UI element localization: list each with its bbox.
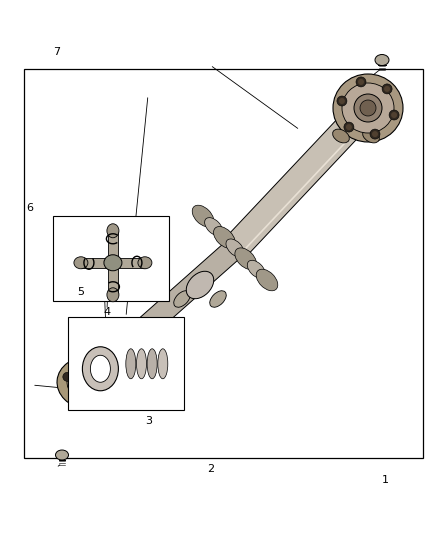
Ellipse shape bbox=[107, 224, 119, 238]
Ellipse shape bbox=[74, 257, 88, 269]
Text: 3: 3 bbox=[145, 416, 152, 426]
Circle shape bbox=[337, 96, 347, 106]
Circle shape bbox=[356, 77, 366, 87]
Polygon shape bbox=[81, 258, 113, 268]
Ellipse shape bbox=[247, 260, 265, 278]
Ellipse shape bbox=[333, 74, 403, 142]
Polygon shape bbox=[225, 118, 358, 257]
Ellipse shape bbox=[126, 349, 136, 379]
Polygon shape bbox=[108, 231, 118, 263]
Circle shape bbox=[344, 122, 354, 132]
Text: 6: 6 bbox=[26, 203, 33, 213]
Ellipse shape bbox=[90, 356, 110, 382]
Ellipse shape bbox=[186, 271, 214, 298]
Ellipse shape bbox=[56, 450, 68, 460]
Text: 1: 1 bbox=[382, 475, 389, 484]
Polygon shape bbox=[108, 263, 118, 295]
Ellipse shape bbox=[138, 257, 152, 269]
Ellipse shape bbox=[210, 291, 226, 307]
Ellipse shape bbox=[342, 83, 394, 133]
Circle shape bbox=[382, 84, 392, 94]
Circle shape bbox=[389, 110, 399, 120]
Ellipse shape bbox=[82, 347, 118, 391]
Ellipse shape bbox=[147, 349, 157, 379]
Ellipse shape bbox=[214, 227, 235, 248]
Ellipse shape bbox=[226, 239, 244, 257]
Circle shape bbox=[354, 94, 382, 122]
Ellipse shape bbox=[174, 291, 190, 307]
Ellipse shape bbox=[256, 269, 278, 291]
Circle shape bbox=[76, 395, 85, 405]
Ellipse shape bbox=[158, 349, 168, 379]
Text: 5: 5 bbox=[78, 287, 85, 297]
Ellipse shape bbox=[192, 205, 214, 227]
Text: 4: 4 bbox=[104, 307, 111, 317]
Circle shape bbox=[384, 86, 390, 92]
Circle shape bbox=[78, 373, 98, 393]
Ellipse shape bbox=[67, 366, 109, 400]
Polygon shape bbox=[113, 258, 145, 268]
Circle shape bbox=[63, 373, 72, 381]
Ellipse shape bbox=[107, 288, 119, 302]
Circle shape bbox=[372, 131, 378, 137]
Ellipse shape bbox=[57, 357, 119, 409]
Circle shape bbox=[346, 124, 352, 130]
Polygon shape bbox=[96, 240, 242, 373]
Circle shape bbox=[104, 385, 113, 394]
Bar bbox=[24, 69, 423, 458]
Ellipse shape bbox=[205, 217, 223, 236]
Ellipse shape bbox=[235, 248, 257, 270]
Bar bbox=[68, 317, 184, 410]
Ellipse shape bbox=[137, 349, 146, 379]
Circle shape bbox=[358, 79, 364, 85]
Text: 7: 7 bbox=[53, 47, 60, 57]
Circle shape bbox=[391, 112, 397, 118]
Circle shape bbox=[339, 98, 345, 104]
Ellipse shape bbox=[363, 129, 379, 143]
Circle shape bbox=[91, 361, 100, 370]
Bar bbox=[53, 216, 169, 301]
Circle shape bbox=[360, 100, 376, 116]
Text: 2: 2 bbox=[207, 464, 214, 474]
Ellipse shape bbox=[375, 54, 389, 66]
Ellipse shape bbox=[104, 255, 122, 271]
Circle shape bbox=[370, 129, 380, 139]
Ellipse shape bbox=[332, 129, 350, 143]
